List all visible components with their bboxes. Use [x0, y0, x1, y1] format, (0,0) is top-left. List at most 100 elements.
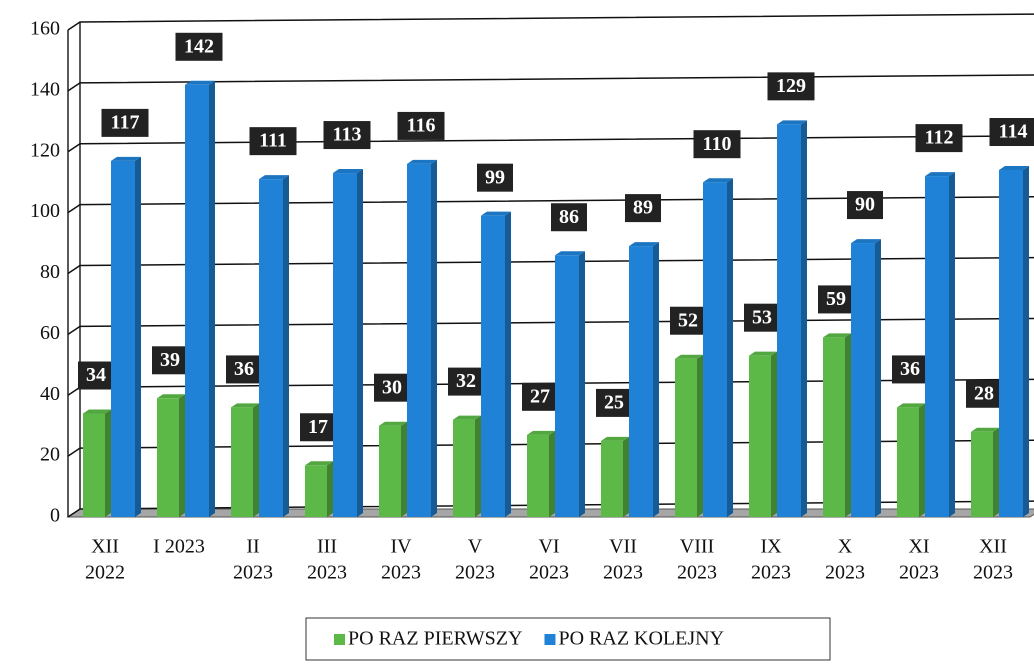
bar-front	[971, 432, 993, 517]
bar-front	[407, 164, 431, 517]
data-label: 114	[999, 121, 1028, 143]
bar-side	[993, 428, 999, 517]
bar	[157, 394, 185, 517]
bar-side	[253, 403, 259, 517]
data-label: 28	[974, 382, 994, 404]
x-tick-label: VIII	[680, 536, 714, 558]
bar	[999, 166, 1029, 517]
bar	[555, 251, 585, 517]
bar	[481, 212, 511, 517]
x-tick-label: 2023	[825, 562, 865, 584]
bar-front	[703, 182, 727, 517]
legend-swatch	[334, 634, 345, 645]
x-tick-label: V	[468, 536, 483, 558]
bar	[971, 428, 999, 517]
bar-side	[505, 212, 511, 517]
bar-side	[801, 120, 807, 517]
data-label: 117	[111, 111, 140, 133]
y-tick-label: 160	[30, 18, 60, 40]
bar-front	[185, 85, 209, 517]
bar-side	[357, 169, 363, 517]
data-label: 111	[259, 130, 287, 152]
bar	[111, 157, 141, 517]
bar-side	[135, 157, 141, 517]
bar-front	[379, 426, 401, 517]
y-tick-label: 140	[30, 78, 60, 100]
bar-front	[453, 420, 475, 517]
bar-front	[675, 359, 697, 517]
bar-side	[623, 437, 629, 517]
data-label: 142	[184, 35, 214, 57]
y-tick-label: 60	[40, 322, 60, 344]
data-label: 89	[633, 197, 653, 219]
bar-front	[749, 356, 771, 517]
bar	[185, 81, 215, 517]
y-tick-label: 100	[30, 200, 60, 222]
data-label: 34	[86, 364, 106, 386]
bar-front	[481, 216, 505, 517]
x-tick-label: VI	[538, 536, 559, 558]
data-label: 36	[900, 358, 920, 380]
bar	[407, 160, 437, 517]
bar	[629, 242, 659, 517]
bar	[601, 437, 629, 517]
data-label: 99	[485, 166, 505, 188]
x-tick-label: 2023	[381, 562, 421, 584]
bar-side	[949, 172, 955, 517]
bar-front	[527, 435, 549, 517]
bar-front	[999, 170, 1023, 517]
x-tick-label: I 2023	[153, 536, 205, 558]
y-tick-label: 120	[30, 139, 60, 161]
x-tick-label: 2023	[233, 562, 273, 584]
x-tick-label: 2023	[603, 562, 643, 584]
bar-side	[431, 160, 437, 517]
bar	[379, 422, 407, 517]
data-label: 112	[925, 127, 954, 149]
data-label: 27	[530, 385, 550, 407]
legend-swatch	[544, 634, 555, 645]
bar-front	[231, 407, 253, 517]
legend-label: PO RAZ KOLEJNY	[558, 628, 724, 650]
data-label: 39	[160, 349, 180, 371]
bar	[333, 169, 363, 517]
bar-front	[111, 161, 135, 517]
bar-side	[875, 239, 881, 517]
legend-label: PO RAZ PIERWSZY	[348, 628, 522, 650]
bar	[851, 239, 881, 517]
data-label: 17	[308, 416, 328, 438]
bar-side	[105, 410, 111, 517]
bar-side	[771, 352, 777, 517]
y-tick-label: 40	[40, 383, 60, 405]
x-tick-label: 2023	[973, 562, 1013, 584]
x-tick-label: IX	[760, 536, 782, 558]
data-label: 52	[678, 309, 698, 331]
bar-front	[259, 179, 283, 517]
data-label: 30	[382, 376, 402, 398]
x-tick-label: 2023	[529, 562, 569, 584]
bar-front	[851, 243, 875, 517]
x-tick-label: 2023	[899, 562, 939, 584]
bar-front	[305, 465, 327, 517]
legend: PO RAZ PIERWSZY PO RAZ KOLEJNY	[306, 618, 830, 660]
x-tick-label: III	[317, 536, 337, 558]
bar	[777, 120, 807, 517]
bar-front	[83, 414, 105, 517]
x-tick-label: VII	[609, 536, 637, 558]
bar	[925, 172, 955, 517]
data-label: 116	[407, 115, 436, 137]
bar-side	[919, 403, 925, 517]
y-tick-label: 80	[40, 261, 60, 283]
x-tick-label: 2023	[751, 562, 791, 584]
x-tick-label: X	[838, 536, 853, 558]
data-label: 36	[234, 358, 254, 380]
bar-front	[629, 246, 653, 517]
data-label: 129	[776, 75, 806, 97]
bar-side	[209, 81, 215, 517]
x-tick-label: 2023	[455, 562, 495, 584]
bar-side	[727, 178, 733, 517]
bar	[305, 461, 333, 517]
bar	[83, 410, 111, 517]
data-label: 113	[333, 124, 362, 146]
bar	[675, 355, 703, 517]
